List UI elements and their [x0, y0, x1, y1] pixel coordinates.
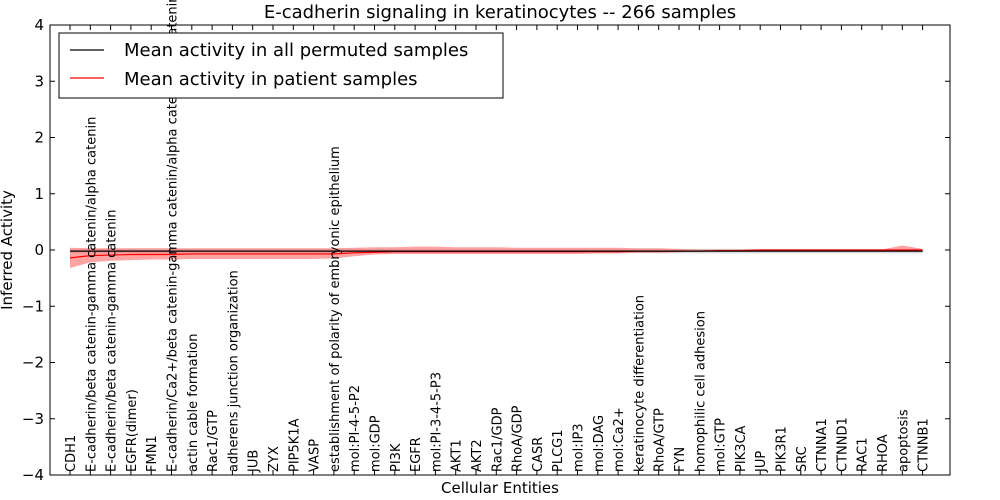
x-tick-label: CTNNA1: [815, 418, 830, 472]
legend-label-permuted: Mean activity in all permuted samples: [124, 40, 468, 61]
y-tick-label: −3: [22, 410, 44, 428]
y-axis-label: Inferred Activity: [0, 190, 16, 310]
y-tick-label: −4: [22, 466, 44, 484]
x-tick-label: CTNNB1: [917, 418, 932, 472]
x-tick-label: homophilic cell adhesion: [693, 311, 708, 472]
x-tick-label: PI3K: [389, 443, 404, 472]
y-tick-label: −1: [22, 297, 44, 315]
x-tick-label: apoptosis: [896, 409, 911, 472]
y-axis: −4 −3 −2 −1 0 1 2 3 4: [22, 16, 950, 484]
x-tick-label: Rac1/GTP: [206, 410, 221, 472]
x-tick-label: SRC: [795, 446, 810, 472]
y-tick-label: 1: [34, 185, 44, 203]
x-tick-label: mol:IP3: [572, 423, 587, 472]
x-tick-label: FYN: [673, 447, 688, 472]
x-tick-labels: CDH1 E-cadherin/beta catenin-gamma cateni…: [64, 0, 932, 475]
x-tick-label: RhoA/GTP: [653, 408, 668, 472]
x-tick-label: actin cable formation: [186, 334, 201, 472]
x-tick-label: PIP5K1A: [287, 418, 302, 472]
x-tick-label: JUB: [247, 450, 262, 473]
x-tick-label: ZYX: [267, 446, 282, 472]
x-tick-label: keratinocyte differentiation: [632, 295, 647, 472]
x-tick-label: CASR: [531, 437, 546, 472]
y-tick-label: 4: [34, 16, 44, 34]
x-tick-label: E-cadherin/Ca2+/beta catenin-gamma caten…: [166, 0, 181, 472]
y-tick-label: −2: [22, 354, 44, 372]
x-tick-label: JUP: [754, 451, 769, 473]
x-tick-label: EGFR: [409, 437, 424, 472]
x-tick-label: EGFR(dimer): [125, 389, 140, 472]
x-tick-label: E-cadherin/beta catenin-gamma catenin: [105, 210, 120, 472]
legend-box: [58, 32, 504, 99]
x-tick-label: mol:PI-4-5-P2: [348, 385, 363, 472]
series-lines: [69, 249, 923, 259]
x-tick-label: VASP: [308, 439, 323, 472]
x-tick-label: CDH1: [64, 435, 79, 472]
chart-title: E-cadherin signaling in keratinocytes --…: [264, 2, 736, 23]
x-tick-label: mol:GDP: [369, 415, 384, 472]
x-tick-label: AKT1: [450, 439, 465, 472]
y-tick-label: 2: [34, 129, 44, 147]
x-tick-label: AKT2: [470, 439, 485, 472]
x-tick-label: establishment of polarity of embryonic e…: [328, 146, 343, 472]
x-tick-label: Rac1/GDP: [490, 407, 505, 472]
x-tick-label: mol:Ca2+: [612, 407, 627, 472]
x-tick-label: RhoA/GDP: [511, 405, 526, 472]
legend-label-patient: Mean activity in patient samples: [124, 69, 418, 90]
x-tick-label: mol:DAG: [592, 415, 607, 472]
legend: Mean activity in all permuted samples Me…: [58, 32, 504, 99]
x-axis-label: Cellular Entities: [441, 479, 559, 497]
x-tick-label: adherens junction organization: [226, 270, 241, 472]
x-tick-label: PIK3R1: [775, 426, 790, 472]
x-tick-label: CTNND1: [835, 417, 850, 472]
x-tick-label: PIK3CA: [734, 425, 749, 472]
x-tick-label: mol:PI-3-4-5-P3: [429, 372, 444, 472]
x-tick-label: PLCG1: [551, 429, 566, 472]
y-tick-label: 3: [34, 72, 44, 90]
y-tick-label: 0: [34, 241, 44, 259]
plot-area-frame: [49, 24, 951, 476]
x-tick-label: mol:GTP: [714, 418, 729, 472]
x-tick-label: FMN1: [145, 435, 160, 472]
x-tick-label: RAC1: [856, 437, 871, 472]
x-tick-label: E-cadherin/beta catenin-gamma catenin/al…: [84, 117, 99, 472]
x-tick-label: RHOA: [876, 434, 891, 472]
